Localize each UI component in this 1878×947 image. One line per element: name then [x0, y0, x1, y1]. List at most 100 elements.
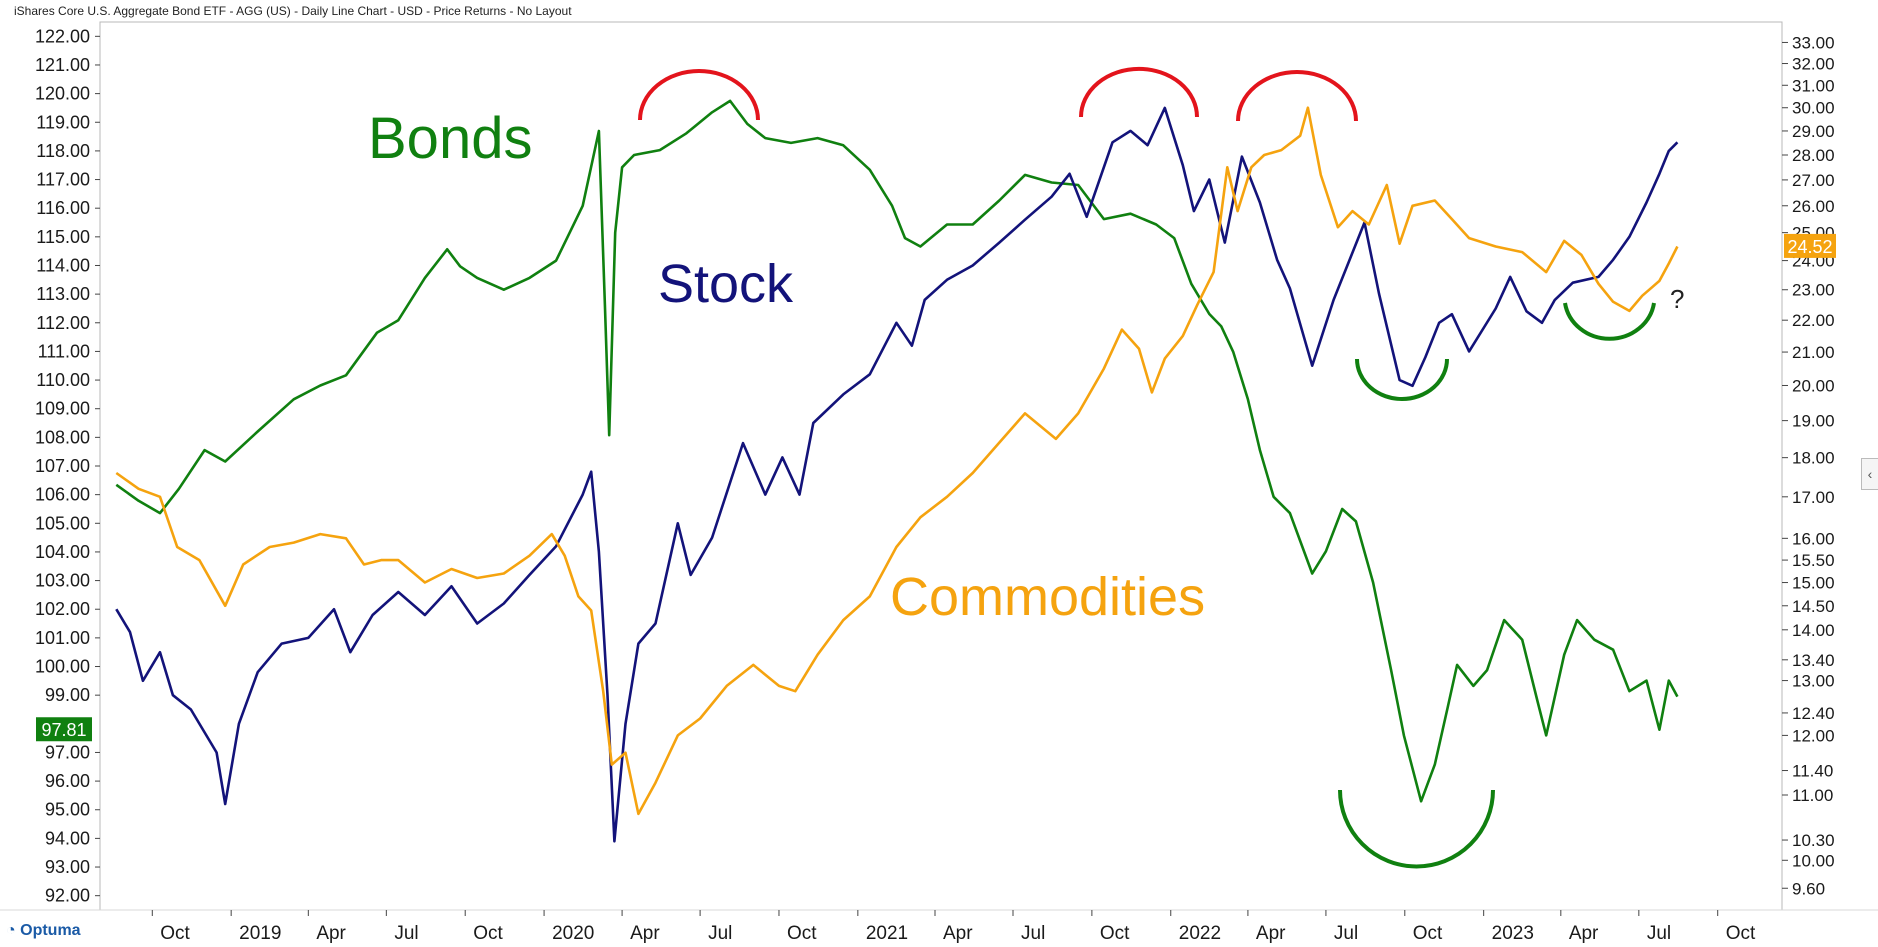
x-axis-tick: Apr — [943, 923, 973, 944]
chart-annotation-arcs — [638, 66, 1656, 869]
left-axis-tick: 102.00 — [35, 599, 90, 619]
right-axis-tick: 16.00 — [1792, 529, 1835, 548]
logo-text: Optuma — [20, 922, 81, 939]
x-axis-tick: 2019 — [239, 923, 281, 944]
right-axis-tick: 10.00 — [1792, 851, 1835, 870]
left-axis-tick: 97.00 — [45, 742, 90, 762]
chart-lines — [115, 99, 1679, 843]
axis-ticks: 122.00 121.00 120.00 119.00 118.00 117.00 116.… — [35, 26, 1835, 944]
x-axis-tick: Oct — [160, 923, 190, 944]
x-axis-tick: Jul — [394, 923, 418, 944]
right-axis-tick: 29.00 — [1792, 122, 1835, 141]
optuma-logo: ◔ Optuma — [6, 922, 81, 940]
x-axis-tick: Jul — [1647, 923, 1671, 944]
x-axis-tick: Apr — [1569, 923, 1599, 944]
x-axis-tick: 2021 — [866, 923, 908, 944]
bottom-arc-1 — [1355, 358, 1449, 401]
x-axis-tick: Oct — [1726, 923, 1756, 944]
top-arc-1 — [638, 69, 760, 121]
left-axis-tick: 96.00 — [45, 771, 90, 791]
right-axis-tick: 13.40 — [1792, 651, 1835, 670]
left-axis-tick: 107.00 — [35, 456, 90, 476]
bonds-last-value-box — [36, 717, 92, 742]
commodities-last-value-box — [1784, 233, 1836, 258]
right-axis-tick: 22.00 — [1792, 311, 1835, 330]
right-axis-tick: 28.00 — [1792, 146, 1835, 165]
left-axis-tick: 112.00 — [36, 313, 90, 333]
x-axis-tick: 2022 — [1179, 923, 1221, 944]
right-axis-tick: 13.00 — [1792, 672, 1835, 691]
bottom-arc-2 — [1338, 789, 1495, 869]
x-axis-tick: 2020 — [552, 923, 594, 944]
x-axis-tick: Oct — [1100, 923, 1130, 944]
right-axis-tick: 31.00 — [1792, 76, 1835, 95]
series-line-commodities — [115, 106, 1679, 816]
right-axis-tick: 12.00 — [1792, 726, 1835, 745]
series-line-bonds — [115, 99, 1679, 803]
left-axis-tick: 109.00 — [35, 399, 90, 419]
left-axis-tick: 99.00 — [45, 685, 90, 705]
right-axis-tick: 30.00 — [1792, 99, 1835, 118]
x-axis-tick: Oct — [473, 923, 503, 944]
chart-title: iShares Core U.S. Aggregate Bond ETF - A… — [14, 4, 572, 18]
x-axis-tick: Apr — [630, 923, 660, 944]
left-axis-tick: 120.00 — [35, 84, 90, 104]
chevron-left-icon: ‹ — [1867, 466, 1873, 482]
plot-area — [99, 21, 1783, 911]
chart-annotation-labels: 97.81 24.52 Bonds Stock Commodities? — [36, 106, 1836, 742]
x-axis-tick: Oct — [787, 923, 817, 944]
right-axis-tick: 21.00 — [1792, 343, 1835, 362]
right-axis-tick: 11.00 — [1792, 786, 1833, 805]
right-axis-tick: 26.00 — [1792, 197, 1835, 216]
left-axis-tick: 105.00 — [35, 513, 90, 533]
right-axis-tick: 14.00 — [1792, 621, 1835, 640]
left-axis-tick: 103.00 — [35, 571, 90, 591]
stock-label: Stock — [658, 254, 794, 314]
collapse-panel-button[interactable]: ‹ — [1861, 458, 1878, 490]
right-axis-tick: 11.40 — [1792, 762, 1833, 781]
left-axis-tick: 121.00 — [35, 55, 90, 75]
top-arc-2 — [1079, 66, 1199, 118]
left-axis-tick: 119.00 — [36, 112, 90, 132]
commodities-last-value: 24.52 — [1787, 237, 1832, 257]
x-axis-tick: Apr — [316, 923, 346, 944]
right-axis-tick: 9.60 — [1792, 879, 1825, 898]
left-axis-tick: 113.00 — [36, 284, 90, 304]
left-axis-tick: 111.00 — [38, 341, 90, 361]
bottom-arc-3 — [1563, 302, 1656, 341]
x-axis-tick: Apr — [1256, 923, 1286, 944]
x-axis-tick: Jul — [1021, 923, 1045, 944]
chart-frame — [0, 21, 1878, 911]
left-axis-tick: 108.00 — [35, 427, 90, 447]
right-axis-tick: 17.00 — [1792, 488, 1835, 507]
x-axis-tick: Jul — [1334, 923, 1358, 944]
left-axis-tick: 95.00 — [45, 800, 90, 820]
right-axis-tick: 12.40 — [1792, 704, 1835, 723]
left-axis-tick: 114.00 — [36, 255, 90, 275]
bonds-last-value: 97.81 — [41, 720, 86, 740]
right-axis-tick: 18.00 — [1792, 449, 1835, 468]
right-axis-tick: 32.00 — [1792, 55, 1835, 74]
left-axis-tick: 100.00 — [35, 657, 90, 677]
left-axis-tick: 101.00 — [35, 628, 90, 648]
right-axis-tick: 33.00 — [1792, 33, 1835, 52]
left-axis-tick: 104.00 — [35, 542, 90, 562]
right-axis-tick: 27.00 — [1792, 171, 1835, 190]
left-axis-tick: 117.00 — [36, 170, 90, 190]
left-axis-tick: 122.00 — [35, 26, 90, 46]
left-axis-tick: 118.00 — [36, 141, 90, 161]
left-axis-tick: 93.00 — [45, 857, 90, 877]
x-axis-tick: 2023 — [1492, 923, 1534, 944]
logo-mark-icon: ◔ — [6, 922, 16, 939]
right-axis-tick: 23.00 — [1792, 281, 1835, 300]
right-axis-tick: 14.50 — [1792, 597, 1835, 616]
series-line-stock — [115, 106, 1679, 843]
left-axis-tick: 106.00 — [35, 485, 90, 505]
x-axis-tick: Oct — [1413, 923, 1443, 944]
right-axis-tick: 19.00 — [1792, 412, 1835, 431]
left-axis-tick: 110.00 — [36, 370, 90, 390]
top-arc-3 — [1236, 70, 1358, 122]
right-axis-tick: 10.30 — [1792, 831, 1835, 850]
left-axis-tick: 94.00 — [45, 828, 90, 848]
